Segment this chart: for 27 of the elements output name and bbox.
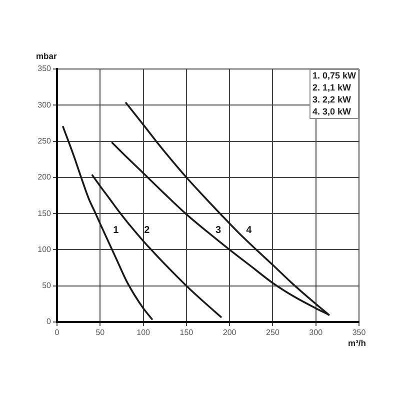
x-tick-label: 350 [352,328,366,338]
y-tick-label: 50 [42,281,52,290]
x-tick-label: 200 [222,328,237,338]
series-label: 1 [113,224,120,236]
x-tick-label: 0 [54,328,60,338]
annotation: 4. 3,0 kW [312,106,352,116]
x-tick-label: 100 [136,328,151,338]
annotation: 1. 0,75 kW [312,70,357,80]
x-tick-label: 50 [96,328,106,338]
x-tick-label: 300 [309,328,324,338]
y-tick-label: 100 [38,244,52,254]
annotation: 2. 1,1 kW [312,82,352,92]
series-label: 2 [144,224,150,236]
y-tick-label: 350 [38,64,52,74]
series-label: 4 [246,224,252,236]
series-label: 3 [215,224,222,236]
x-axis-title: m³/h [348,338,366,348]
y-tick-label: 200 [38,172,52,182]
y-tick-label: 250 [38,136,52,146]
line-series [91,174,222,318]
x-tick-label: 150 [180,328,194,338]
x-tick-label: 250 [266,328,280,338]
y-tick-label: 0 [46,317,52,326]
y-tick-label: 150 [38,208,52,218]
annotation: 3. 2,2 kW [312,94,352,104]
y-tick-label: 300 [38,100,52,110]
y-axis-title: mbar [36,51,58,61]
